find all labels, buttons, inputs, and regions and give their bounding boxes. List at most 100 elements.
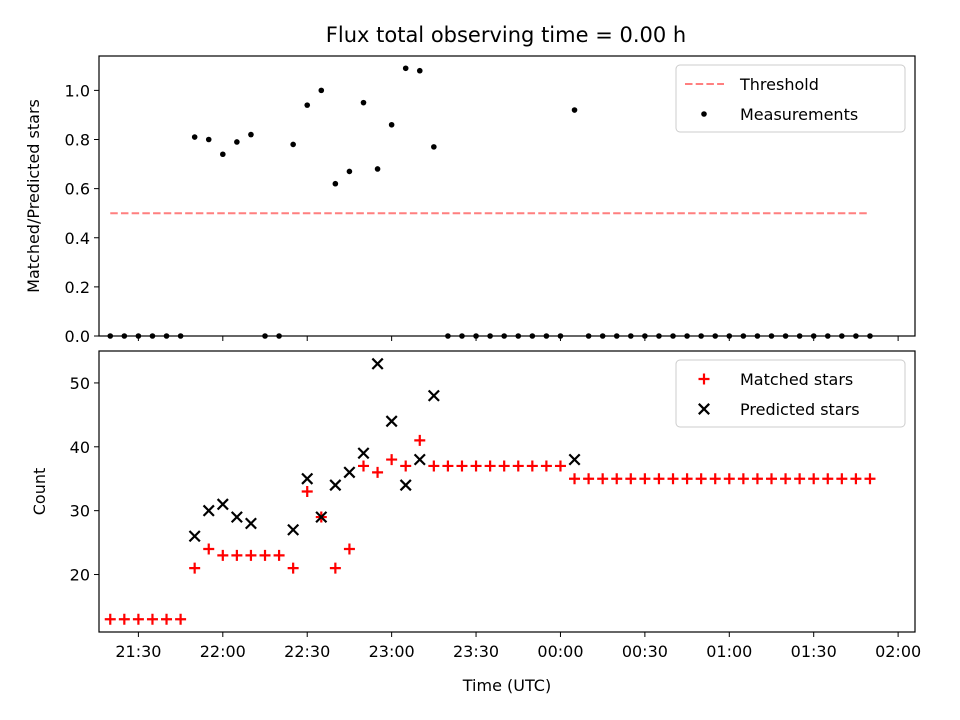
y-tick-label: 0.2 <box>65 278 90 297</box>
matched-star-point <box>428 460 440 472</box>
measurement-point <box>571 107 578 113</box>
matched-star-point <box>695 473 707 485</box>
matched-star-point <box>484 460 496 472</box>
y-tick-label: 40 <box>70 438 90 457</box>
measurement-point <box>402 65 409 72</box>
predicted-star-point <box>399 479 412 492</box>
matched-star-point <box>667 473 679 485</box>
y-axis-label: Count <box>30 468 49 516</box>
matched-star-point <box>639 473 651 485</box>
legend-predicted-swatch <box>698 403 710 415</box>
measurement-point <box>416 67 423 74</box>
x-tick-label: 23:30 <box>453 642 499 661</box>
measurement-point <box>290 141 296 148</box>
legend-label: Matched stars <box>740 370 853 389</box>
matched-star-point <box>414 434 426 446</box>
matched-star-point <box>864 473 876 485</box>
measurement-point <box>205 136 212 143</box>
x-tick-label: 01:00 <box>706 642 752 661</box>
predicted-star-point <box>329 479 342 492</box>
matched-star-point <box>526 460 538 472</box>
matched-star-point <box>709 473 721 485</box>
matched-star-point <box>343 543 355 555</box>
matched-star-point <box>273 549 285 561</box>
matched-star-point <box>597 473 609 485</box>
matched-star-point <box>737 473 749 485</box>
matched-star-point <box>498 460 510 472</box>
predicted-star-point <box>188 530 201 543</box>
legend-label: Threshold <box>739 75 819 94</box>
matched-star-point <box>765 473 777 485</box>
matched-star-point <box>217 549 229 561</box>
y-axis-label: Matched/Predicted stars <box>24 99 43 293</box>
y-tick-label: 50 <box>70 374 90 393</box>
x-tick-label: 00:00 <box>537 642 583 661</box>
matched-star-point <box>822 473 834 485</box>
predicted-star-point <box>343 466 356 479</box>
matched-star-point <box>372 466 384 478</box>
y-tick-label: 20 <box>70 566 90 585</box>
measurement-point <box>431 144 437 150</box>
matched-star-point <box>203 543 215 555</box>
legend-matched-swatch <box>698 373 710 385</box>
figure-title: Flux total observing time = 0.00 h <box>326 23 686 47</box>
x-tick-label: 01:30 <box>791 642 837 661</box>
measurement-point <box>388 121 395 128</box>
matched-star-point <box>189 562 201 574</box>
measurement-point <box>304 102 311 108</box>
matched-star-point <box>611 473 623 485</box>
matched-star-point <box>723 473 735 485</box>
x-tick-label: 22:00 <box>200 642 246 661</box>
matched-star-point <box>329 562 341 574</box>
matched-star-point <box>456 460 468 472</box>
measurement-point <box>191 134 198 140</box>
predicted-star-point <box>357 447 370 460</box>
y-tick-label: 0.4 <box>65 229 90 248</box>
x-tick-label: 02:00 <box>875 642 921 661</box>
matched-star-point <box>751 473 763 485</box>
measurement-point <box>346 168 353 175</box>
measurement-point <box>360 99 367 106</box>
predicted-star-point <box>568 453 581 466</box>
predicted-star-point <box>202 504 215 517</box>
legend-box <box>675 359 906 428</box>
matched-star-point <box>245 549 257 561</box>
predicted-star-point <box>427 389 440 402</box>
predicted-star-point <box>385 415 398 428</box>
axes-frame <box>98 350 916 633</box>
bottom-panel: 21:30 22:00 22:30 23:00 23:30 00:00 00:30 01:00… <box>30 350 921 695</box>
legend-measurement-swatch <box>701 111 707 117</box>
matched-star-point <box>470 460 482 472</box>
y-tick-label: 30 <box>70 502 90 521</box>
matched-star-point <box>808 473 820 485</box>
legend-box <box>675 64 906 133</box>
matched-star-point <box>554 460 566 472</box>
axes-frame <box>98 55 916 337</box>
matched-star-point <box>118 613 130 625</box>
predicted-star-point <box>230 511 243 524</box>
matched-star-point <box>583 473 595 485</box>
measurement-point <box>332 180 339 187</box>
predicted-star-point <box>301 472 314 485</box>
y-tick-label: 0.8 <box>65 131 90 150</box>
predicted-star-point <box>413 453 426 466</box>
x-tick-label: 23:00 <box>369 642 415 661</box>
matched-star-point <box>442 460 454 472</box>
matched-star-point <box>132 613 144 625</box>
matched-star-point <box>780 473 792 485</box>
measurement-point <box>234 139 240 145</box>
measurement-point <box>374 166 381 172</box>
measurement-point <box>220 151 226 158</box>
predicted-star-point <box>216 498 229 511</box>
measurement-point <box>318 87 325 94</box>
matched-star-point <box>794 473 806 485</box>
x-tick-label: 22:30 <box>284 642 330 661</box>
y-tick-label: 0.6 <box>65 180 90 199</box>
measurement-point <box>248 131 254 138</box>
matched-star-point <box>175 613 187 625</box>
matched-star-point <box>569 473 581 485</box>
matched-star-point <box>161 613 173 625</box>
matched-star-point <box>836 473 848 485</box>
legend-label: Predicted stars <box>740 400 860 419</box>
